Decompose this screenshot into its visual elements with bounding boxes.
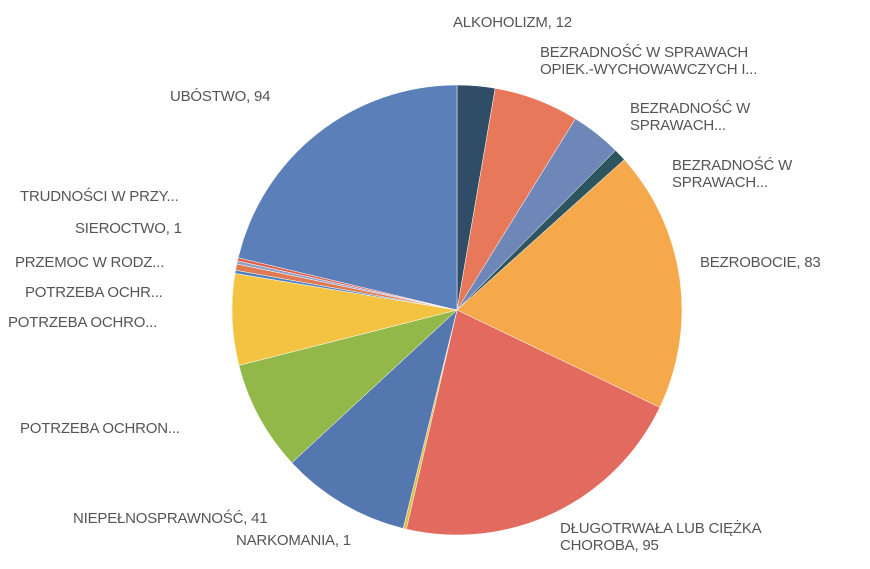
slice-label: POTRZEBA OCHR...	[25, 284, 163, 301]
slice-label: ALKOHOLIZM, 12	[453, 14, 572, 31]
slice	[456, 159, 683, 408]
slice-label: PRZEMOC W RODZ...	[15, 254, 165, 271]
slice-label: UBÓSTWO, 94	[170, 88, 271, 105]
slice-label: NIEPEŁNOSPRAWNOŚĆ, 41	[73, 510, 268, 527]
slice	[237, 84, 458, 311]
slice-label: DŁUGOTRWAŁA LUB CIĘŻKA CHOROBA, 95	[560, 520, 762, 554]
slice-label: SIEROCTWO, 1	[75, 220, 182, 237]
slice-label: BEZRADNOŚĆ W SPRAWACH...	[630, 100, 751, 134]
slice-label: POTRZEBA OCHRON...	[20, 420, 180, 437]
slice	[238, 309, 458, 464]
slice-label: BEZRADNOŚĆ W SPRAWACH...	[672, 157, 793, 191]
slice-label: NARKOMANIA, 1	[236, 532, 351, 549]
slice-label: POTRZEBA OCHRO...	[8, 314, 158, 331]
slice	[291, 309, 458, 529]
slice	[405, 309, 661, 536]
slice-label: BEZRADNOŚĆ W SPRAWACH OPIEK.-WYCHOWAWCZY…	[540, 44, 758, 78]
slice-label: BEZROBOCIE, 83	[700, 254, 821, 271]
slice-label: TRUDNOŚCI W PRZY...	[20, 188, 179, 205]
